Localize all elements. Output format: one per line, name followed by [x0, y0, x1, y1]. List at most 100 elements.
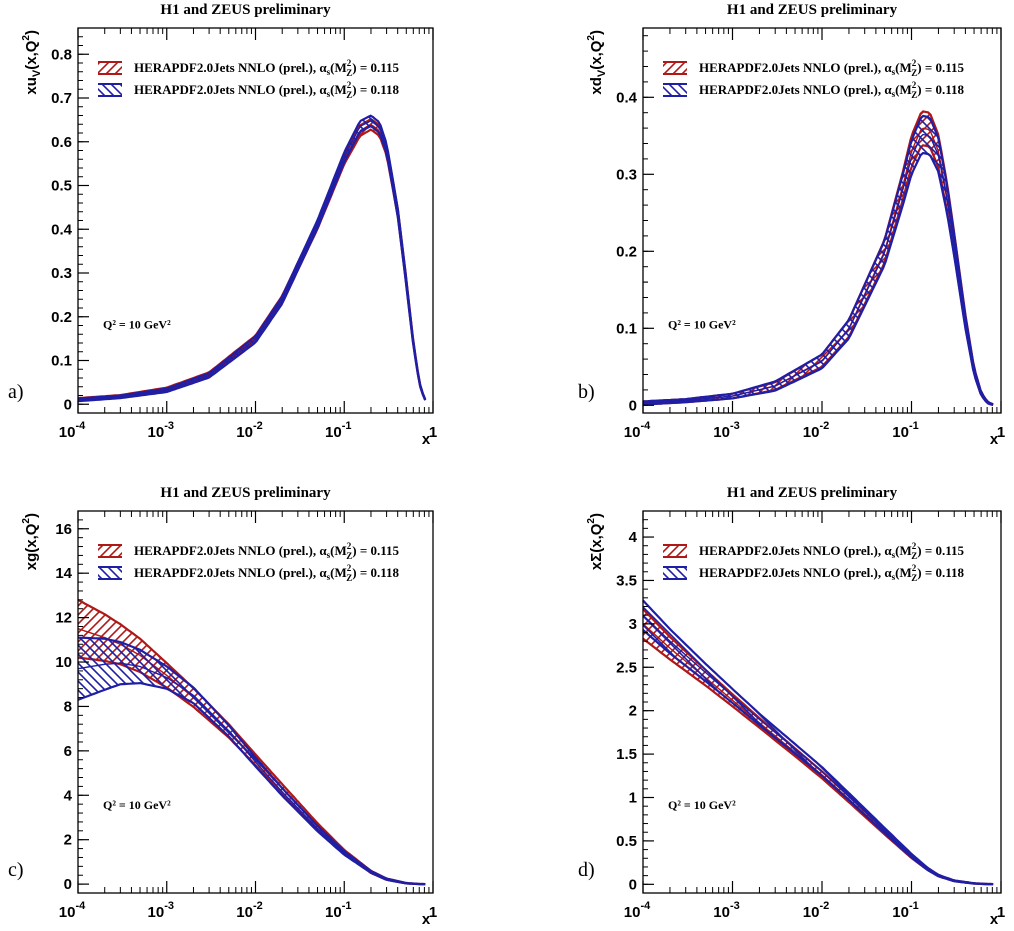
chart-title: H1 and ZEUS preliminary: [727, 2, 898, 18]
legend-entry: HERAPDF2.0Jets NNLO (prel.), αs(M2 Z) = 0…: [699, 58, 965, 78]
x-tick-label: 10-2: [803, 900, 829, 921]
legend-swatch-red: [663, 545, 687, 557]
central-curve-blue: [77, 120, 426, 401]
band-lower-edge-blue: [642, 629, 994, 886]
x-tick-label: 10-2: [236, 420, 262, 441]
band-lower-edge-blue: [77, 124, 427, 403]
y-tick-label: 0.6: [51, 134, 72, 151]
band-upper-edge-blue: [77, 636, 426, 886]
legend-entry: HERAPDF2.0Jets NNLO (prel.), αs(M2 Z) = 0…: [699, 563, 965, 583]
chart-title: H1 and ZEUS preliminary: [727, 485, 898, 501]
central-curve-blue: [642, 614, 994, 885]
y-tick-label: 0.4: [51, 221, 73, 238]
band-upper-edge-blue: [77, 114, 427, 400]
band-lower-edge-blue: [642, 151, 994, 407]
y-tick-label: 4: [629, 529, 638, 546]
x-axis-label: x: [422, 431, 431, 448]
chart-panel-a: H1 and ZEUS preliminary a) 10-4 10-3 10-2 10-…: [8, 2, 437, 448]
panel-label: a): [8, 381, 24, 403]
uncertainty-band-red: [78, 599, 426, 885]
uncertainty-band-blue: [78, 115, 426, 402]
band-lower-edge-red: [77, 128, 427, 402]
y-tick-label: 0.1: [51, 353, 72, 370]
uncertainty-band-blue: [643, 600, 994, 885]
y-tick-label: 10: [55, 654, 72, 671]
chart-title: H1 and ZEUS preliminary: [160, 2, 331, 18]
y-tick-label: 0.3: [616, 166, 637, 183]
chart-panel-d: H1 and ZEUS preliminary d) 10-4 10-3 10-2 10-…: [578, 485, 1005, 928]
band-lower-edge-blue: [77, 681, 426, 886]
panel-label: c): [8, 859, 24, 881]
q2-annotation: Q² = 10 GeV²: [103, 317, 171, 331]
band-upper-edge-blue: [642, 599, 994, 886]
y-axis-label: xg(x,Q2): [21, 513, 40, 570]
y-tick-label: 0.1: [616, 320, 637, 337]
x-tick-label: 10-4: [624, 900, 651, 921]
x-tick-label: 1: [429, 424, 437, 441]
legend-swatch-blue: [663, 567, 687, 579]
y-axis-label: xΣ(x,Q2): [586, 513, 605, 570]
x-tick-label: 10-3: [713, 420, 739, 441]
panel-label: d): [578, 859, 595, 881]
chart-panel-c: H1 and ZEUS preliminary c) 10-4 10-3 10-2 10-…: [8, 485, 437, 928]
y-tick-label: 3.5: [616, 572, 637, 589]
y-tick-label: 1.5: [616, 746, 637, 763]
x-axis-label: x: [990, 431, 999, 448]
central-curve-blue: [77, 662, 426, 885]
x-tick-label: 1: [997, 904, 1005, 921]
y-tick-label: 0.4: [616, 89, 638, 106]
y-axis-label: xdV(x,Q2): [586, 30, 608, 95]
y-tick-label: 0.7: [51, 90, 72, 107]
legend-entry: HERAPDF2.0Jets NNLO (prel.), αs(M2 Z) = 0…: [134, 80, 400, 100]
y-tick-label: 2: [64, 832, 72, 849]
panel-label: b): [578, 381, 595, 403]
y-tick-label: 3: [629, 616, 637, 633]
y-tick-label: 2: [629, 703, 637, 720]
chart-title: H1 and ZEUS preliminary: [160, 485, 331, 501]
x-tick-label: 10-3: [713, 900, 739, 921]
x-tick-label: 10-4: [59, 420, 86, 441]
y-tick-label: 14: [55, 565, 72, 582]
band-lower-edge-red: [77, 656, 426, 886]
uncertainty-band-red: [643, 609, 994, 885]
x-tick-label: 10-2: [803, 420, 829, 441]
y-tick-label: 16: [55, 521, 72, 538]
x-tick-label: 10-4: [624, 420, 651, 441]
y-tick-label: 12: [55, 610, 72, 627]
legend-swatch-red: [98, 62, 122, 74]
legend-swatch-blue: [663, 84, 687, 96]
central-curve-red: [77, 123, 426, 401]
x-tick-label: 10-1: [325, 900, 351, 921]
y-tick-label: 1: [629, 790, 637, 807]
y-tick-label: 0: [64, 876, 72, 893]
legend-entry: HERAPDF2.0Jets NNLO (prel.), αs(M2 Z) = 0…: [134, 58, 400, 78]
y-tick-label: 4: [64, 787, 73, 804]
legend-entry: HERAPDF2.0Jets NNLO (prel.), αs(M2 Z) = 0…: [699, 541, 965, 561]
y-tick-label: 0.5: [616, 833, 637, 850]
band-upper-edge-red: [642, 608, 994, 886]
band-upper-edge-red: [77, 117, 427, 400]
y-tick-label: 0.3: [51, 265, 72, 282]
y-tick-label: 0.2: [616, 243, 637, 260]
x-axis-label: x: [422, 911, 431, 928]
q2-annotation: Q² = 10 GeV²: [668, 798, 736, 812]
y-tick-label: 6: [64, 743, 72, 760]
y-tick-label: 0: [64, 396, 72, 413]
y-tick-label: 0.8: [51, 46, 72, 63]
x-tick-label: 1: [429, 904, 437, 921]
legend-swatch-red: [98, 545, 122, 557]
uncertainty-band-red: [78, 119, 426, 401]
y-tick-label: 2.5: [616, 659, 637, 676]
legend-entry: HERAPDF2.0Jets NNLO (prel.), αs(M2 Z) = 0…: [699, 80, 965, 100]
legend-swatch-blue: [98, 567, 122, 579]
legend-swatch-blue: [98, 84, 122, 96]
y-tick-label: 0.5: [51, 178, 72, 195]
x-axis-label: x: [990, 911, 999, 928]
x-tick-label: 10-2: [236, 900, 262, 921]
x-tick-label: 10-1: [892, 420, 918, 441]
y-tick-label: 0.2: [51, 309, 72, 326]
legend-swatch-red: [663, 62, 687, 74]
legend-entry: HERAPDF2.0Jets NNLO (prel.), αs(M2 Z) = 0…: [134, 541, 400, 561]
q2-annotation: Q² = 10 GeV²: [103, 798, 171, 812]
legend-entry: HERAPDF2.0Jets NNLO (prel.), αs(M2 Z) = 0…: [134, 563, 400, 583]
